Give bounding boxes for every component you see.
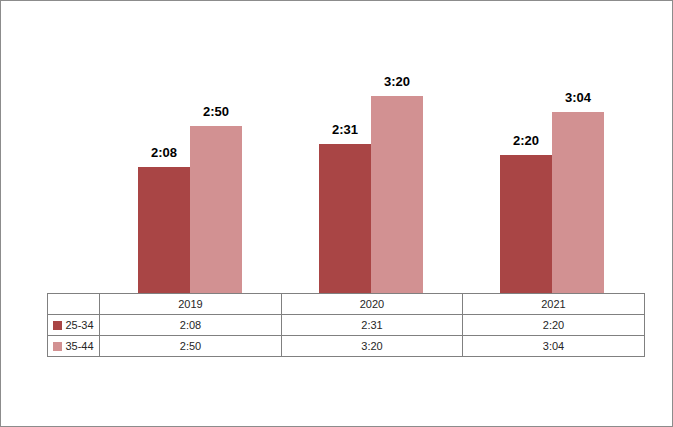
bar-25-34-2021 — [500, 155, 552, 293]
table-row-35-44: 35-44 2:50 3:20 3:04 — [48, 336, 645, 357]
legend-swatch-35-44-icon — [53, 342, 62, 351]
bar-35-44-2020 — [371, 96, 423, 293]
data-label-35-44-2020: 3:20 — [384, 74, 410, 90]
table-cell-25-34-2019: 2:08 — [100, 315, 282, 336]
chart-data-table: 2019 2020 2021 25-34 2:08 2:31 2:20 35-4… — [47, 293, 645, 357]
table-row-25-34: 25-34 2:08 2:31 2:20 — [48, 315, 645, 336]
legend-item-35-44: 35-44 — [48, 336, 100, 357]
legend-label-35-44: 35-44 — [65, 340, 93, 352]
table-corner-blank-cell — [48, 294, 100, 315]
table-cell-25-34-2020: 2:31 — [282, 315, 463, 336]
legend-item-25-34: 25-34 — [48, 315, 100, 336]
table-header-2019: 2019 — [100, 294, 282, 315]
data-label-25-34-2020: 2:31 — [332, 122, 358, 138]
data-label-35-44-2021: 3:04 — [565, 90, 591, 106]
bar-35-44-2021 — [552, 112, 604, 293]
legend-swatch-25-34-icon — [53, 321, 62, 330]
table-cell-35-44-2019: 2:50 — [100, 336, 282, 357]
table-header-row: 2019 2020 2021 — [48, 294, 645, 315]
table-cell-35-44-2020: 3:20 — [282, 336, 463, 357]
legend-label-25-34: 25-34 — [65, 319, 93, 331]
data-label-25-34-2021: 2:20 — [513, 133, 539, 149]
bar-25-34-2019 — [138, 167, 190, 293]
chart-canvas: 2:082:502:313:202:203:04 2019 2020 2021 … — [0, 0, 673, 427]
table-cell-25-34-2021: 2:20 — [463, 315, 645, 336]
table-header-2021: 2021 — [463, 294, 645, 315]
data-label-35-44-2019: 2:50 — [203, 104, 229, 120]
bar-35-44-2019 — [190, 126, 242, 293]
bar-25-34-2020 — [319, 144, 371, 293]
table-cell-35-44-2021: 3:04 — [463, 336, 645, 357]
table-header-2020: 2020 — [282, 294, 463, 315]
data-label-25-34-2019: 2:08 — [151, 145, 177, 161]
bar-chart-plot-area: 2:08 2:50 2:31 3:20 2:20 3:04 — [1, 1, 673, 293]
